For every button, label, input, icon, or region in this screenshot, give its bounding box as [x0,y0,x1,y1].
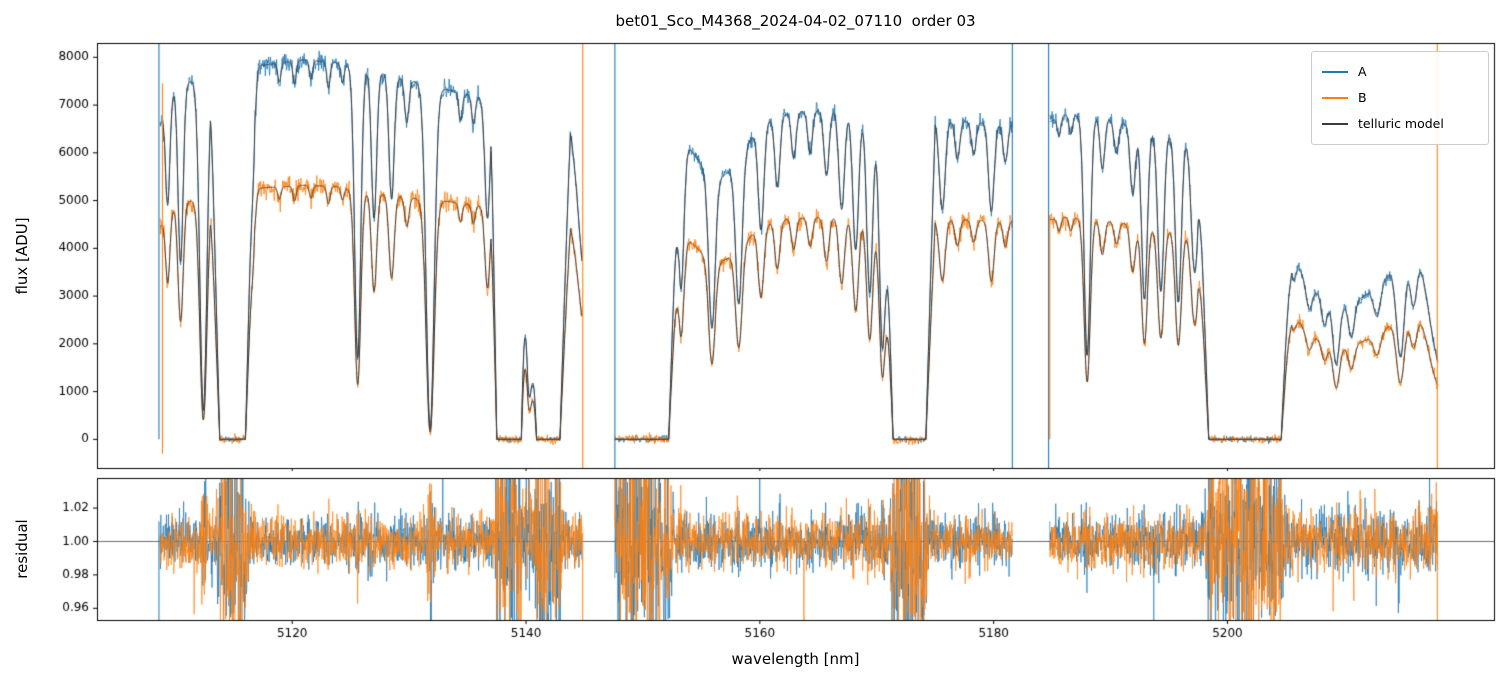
legend-line-sample-b [1322,97,1348,99]
legend-item-a: A [1322,59,1478,85]
legend-label-b: B [1358,89,1367,105]
legend-line-sample-a [1322,71,1348,73]
legend-item-b: B [1322,85,1478,111]
legend-label-a: A [1358,63,1367,79]
legend-label-telluric: telluric model [1358,115,1444,131]
legend: A B telluric model [1311,51,1489,145]
legend-item-telluric-model: telluric model [1322,111,1478,137]
legend-line-sample-telluric [1322,123,1348,125]
